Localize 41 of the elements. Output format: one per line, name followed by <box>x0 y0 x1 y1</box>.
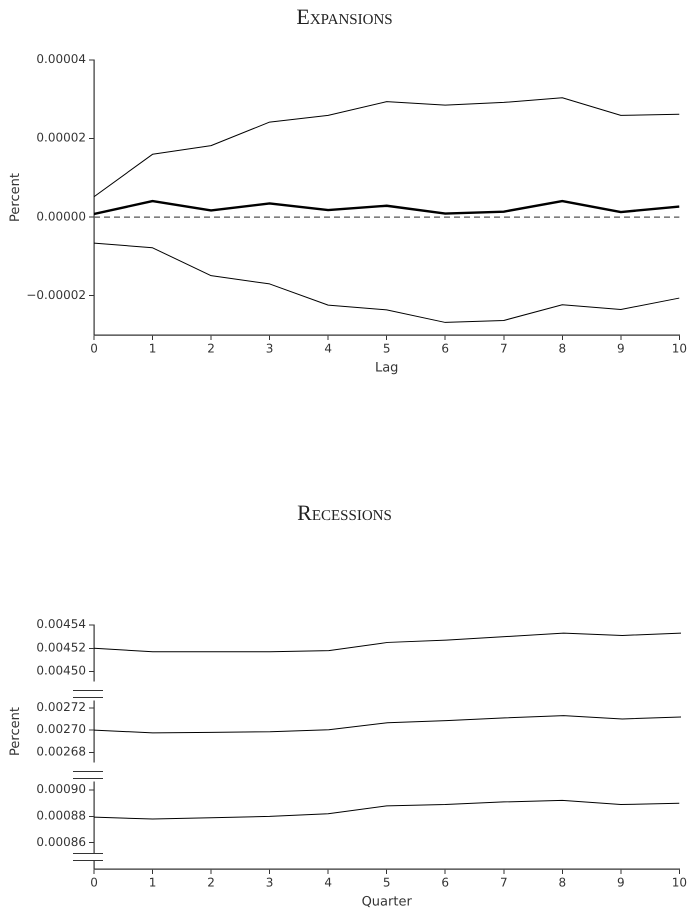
x-tick-label: 2 <box>207 875 215 890</box>
y-tick-label: 0.00086 <box>36 834 86 849</box>
x-tick-label: 5 <box>382 875 391 890</box>
x-tick-label: 3 <box>266 875 274 890</box>
x-tick-label: 7 <box>500 341 508 356</box>
chart-title: Expansions <box>295 4 394 30</box>
y-tick-label: 0.00000 <box>36 209 86 224</box>
x-tick-label: 6 <box>441 341 450 356</box>
x-tick-label: 2 <box>207 341 215 356</box>
x-tick-label: 8 <box>558 875 566 890</box>
y-tick-label: 0.00004 <box>36 52 86 66</box>
y-tick-label: 0.00454 <box>36 617 86 632</box>
y-tick-label: 0.00088 <box>36 808 86 823</box>
y-tick-label: 0.00268 <box>36 744 86 758</box>
y-tick-label: 0.00090 <box>36 782 86 796</box>
x-tick-label: 4 <box>324 875 332 890</box>
y-tick-label: 0.00272 <box>36 700 86 714</box>
x-tick-label: 10 <box>672 875 688 890</box>
y-tick-label: 0.00270 <box>36 722 86 736</box>
y-axis-title: Percent <box>8 173 24 222</box>
x-tick-label: 7 <box>500 875 508 890</box>
y-tick-label: −0.00002 <box>26 288 86 302</box>
y-tick-label: 0.00002 <box>36 130 86 145</box>
y-tick-label: 0.00452 <box>36 640 86 654</box>
x-tick-label: 1 <box>148 875 156 890</box>
x-tick-label: 8 <box>558 341 566 356</box>
x-tick-label: 0 <box>90 875 98 890</box>
x-tick-label: 9 <box>617 875 625 890</box>
x-tick-label: 0 <box>90 341 98 356</box>
y-tick-label: 0.00450 <box>36 664 86 678</box>
x-tick-label: 10 <box>672 341 688 356</box>
x-tick-label: 5 <box>382 341 391 356</box>
x-axis-title: Lag <box>374 360 398 376</box>
x-tick-label: 9 <box>617 341 625 356</box>
x-tick-label: 3 <box>266 341 274 356</box>
x-tick-label: 6 <box>441 875 450 890</box>
x-axis-title: Quarter <box>362 894 412 910</box>
x-tick-label: 1 <box>148 341 156 356</box>
y-axis-title: Percent <box>8 707 24 756</box>
x-tick-label: 4 <box>324 341 332 356</box>
chart-title: Recessions <box>296 500 393 526</box>
